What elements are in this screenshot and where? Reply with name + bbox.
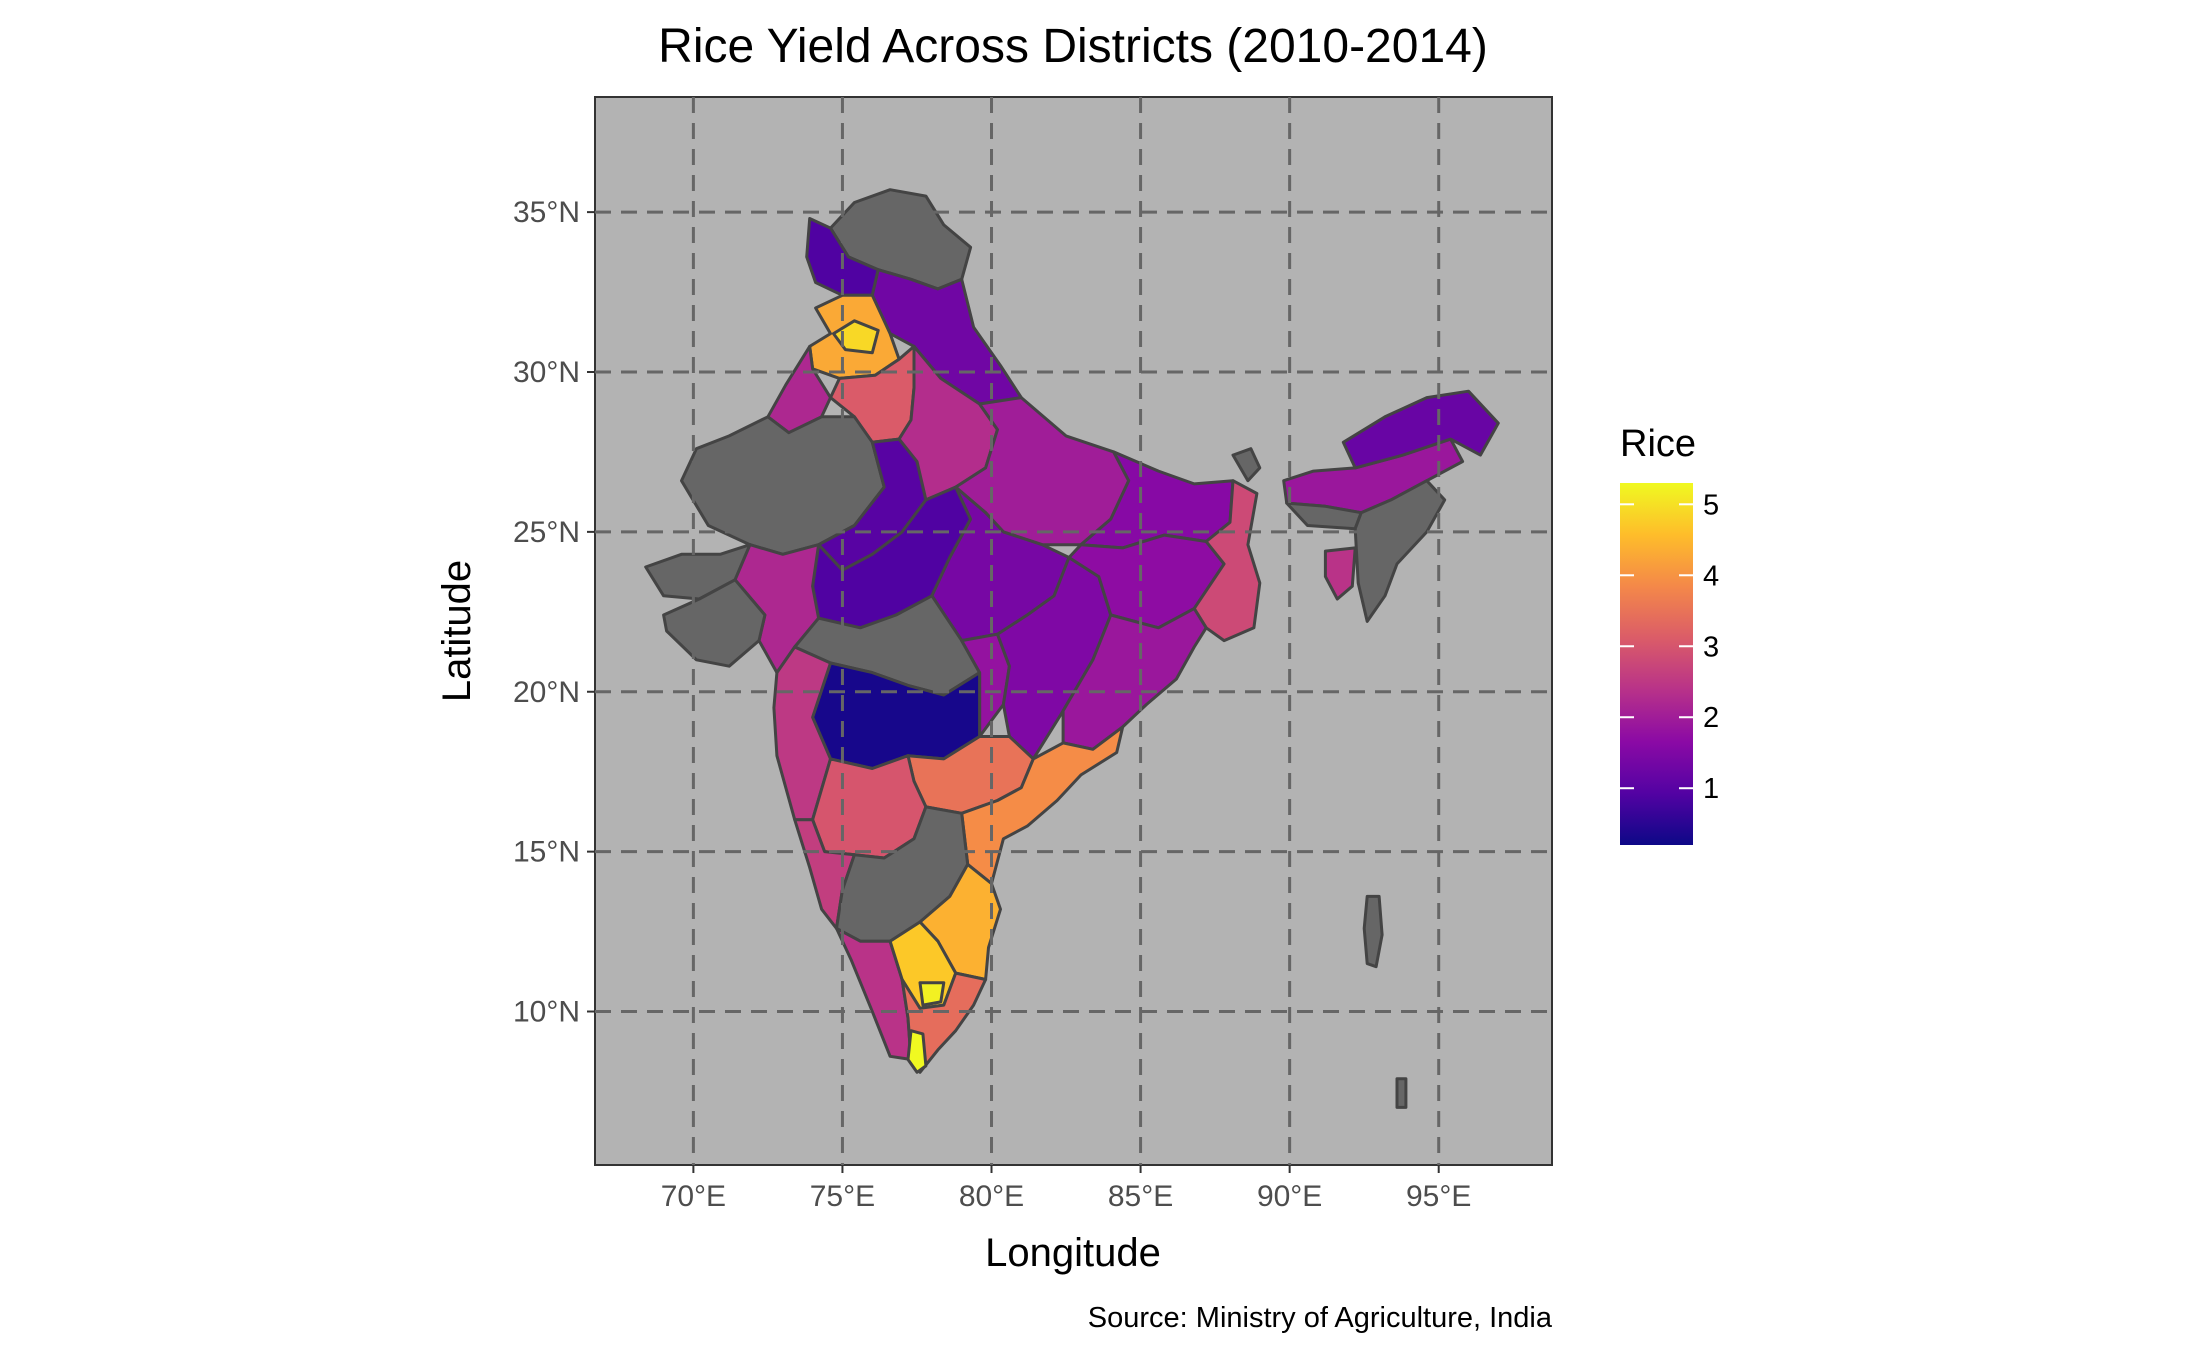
district-nicobar [1395,1077,1408,1109]
legend-label: 5 [1703,489,1719,521]
district-northeast-south [1353,479,1447,623]
district-regions [644,188,1500,1109]
legend-title: Rice [1620,423,1696,465]
district-odisha [1061,607,1208,751]
x-tick-label: 80°E [959,1180,1024,1213]
district-saurashtra [662,578,767,668]
district-west-bengal [1192,479,1262,643]
x-tick-label: 70°E [661,1180,726,1213]
district-sikkim [1231,447,1262,483]
y-axis: 10°N 15°N 20°N 25°N 30°N 35°N [513,196,595,1029]
x-tick-label: 75°E [810,1180,875,1213]
y-tick-label: 25°N [513,516,580,549]
district-kanyakumari [906,1029,928,1074]
x-tick-label: 95°E [1406,1180,1471,1213]
district-delta [918,981,946,1007]
district-tripura [1323,546,1357,601]
graticule-grid [595,97,1552,1165]
y-tick-label: 35°N [513,196,580,229]
y-tick-label: 15°N [513,836,580,869]
x-axis: 70°E 75°E 80°E 85°E 90°E 95°E [661,1165,1471,1213]
legend-colorbar [1620,483,1693,845]
legend-ticks: 1 2 3 4 5 [1620,489,1719,805]
color-legend: Rice 1 2 3 4 5 [1620,423,1719,845]
y-axis-title: Latitude [435,560,479,702]
district-andhra-coast [960,725,1125,886]
legend-label: 1 [1703,773,1719,805]
y-tick-label: 10°N [513,996,580,1029]
district-arunachal [1341,389,1500,470]
x-axis-title: Longitude [985,1231,1161,1275]
x-tick-label: 85°E [1108,1180,1173,1213]
chart-title: Rice Yield Across Districts (2010-2014) [658,20,1488,73]
district-andaman [1362,894,1384,969]
x-tick-label: 90°E [1257,1180,1322,1213]
source-caption: Source: Ministry of Agriculture, India [1088,1302,1553,1334]
legend-label: 3 [1703,631,1719,663]
y-tick-label: 20°N [513,676,580,709]
district-uttar-pradesh-east [954,396,1131,547]
legend-label: 4 [1703,560,1719,592]
y-tick-label: 30°N [513,356,580,389]
legend-label: 2 [1703,702,1719,734]
